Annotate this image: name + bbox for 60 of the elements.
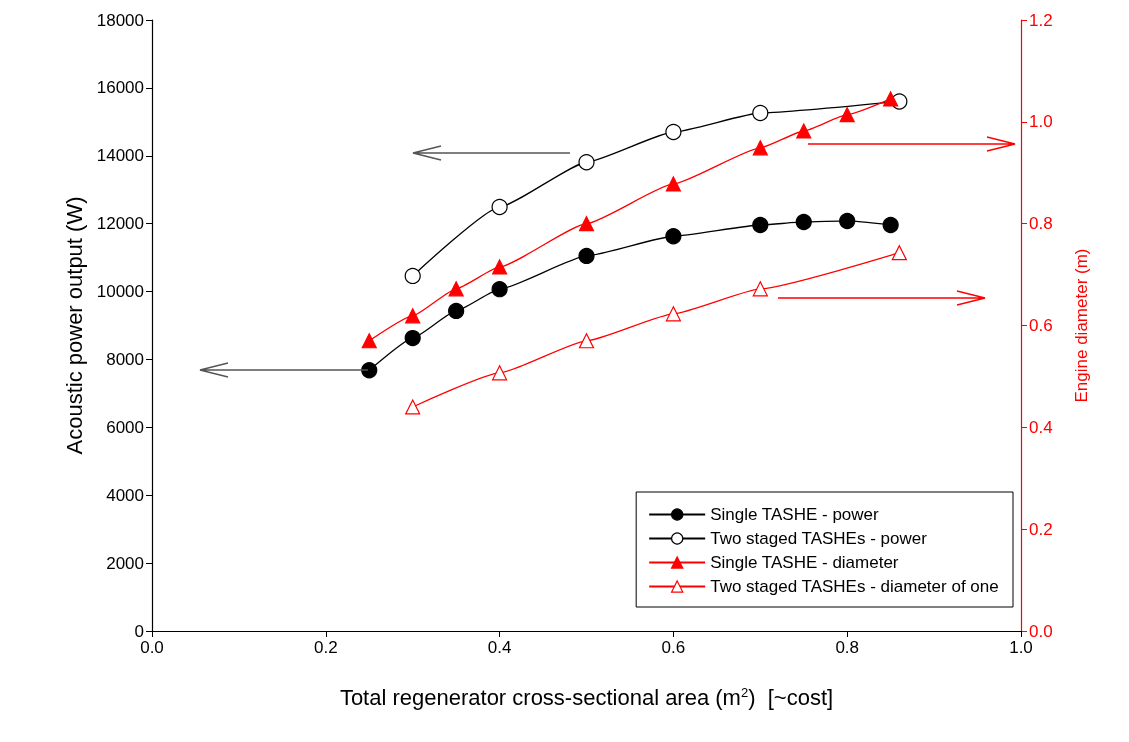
point: [405, 308, 421, 324]
y-tick-label: 12000: [96, 214, 144, 234]
point: [665, 306, 681, 322]
y2-axis-title: Engine diameter (m): [1072, 248, 1091, 403]
point: [491, 281, 508, 298]
point: [361, 333, 377, 349]
point: [361, 362, 378, 379]
point: [891, 245, 907, 261]
point: [404, 329, 421, 347]
y-tick-label: 8000: [106, 349, 144, 369]
point: [752, 216, 769, 234]
legend-label: Two staged TASHEs - power: [710, 529, 928, 548]
y-tick-label: 2000: [106, 553, 144, 573]
point: [492, 365, 508, 381]
point: [882, 216, 899, 234]
legend-label: Single TASHE - diameter: [710, 553, 899, 572]
x-tick-label: 0.0: [140, 638, 164, 657]
point: [752, 281, 768, 297]
point: [405, 399, 421, 415]
point: [752, 140, 768, 156]
point: [404, 267, 421, 285]
point: [665, 176, 681, 192]
x-tick-label: 1.0: [1009, 638, 1033, 657]
y2-tick-label: 0.8: [1029, 214, 1053, 234]
y-tick-label: 14000: [96, 146, 144, 166]
point: [491, 198, 508, 216]
point: [665, 228, 682, 245]
point: [839, 107, 855, 123]
y-tick-label: 10000: [96, 282, 144, 302]
y2-tick-label: 0.2: [1029, 519, 1053, 539]
point: [752, 104, 769, 122]
point: [883, 91, 899, 107]
y-axis-title: Acoustic power output (W): [62, 196, 88, 455]
point: [578, 247, 595, 265]
y2-tick-label: 0.6: [1029, 316, 1053, 335]
y2-tick-label: 0.0: [1029, 621, 1053, 641]
y2-tick-label: 0.4: [1029, 417, 1053, 437]
legend-label: Two staged TASHEs - diameter of one: [710, 577, 999, 596]
point: [796, 123, 812, 139]
point: [492, 259, 508, 275]
y-tick-label: 0: [134, 621, 144, 641]
point: [665, 123, 682, 141]
point: [795, 213, 812, 231]
x-tick-label: 0.4: [487, 638, 512, 657]
point: [839, 212, 856, 230]
y2-tick-label: 1.2: [1029, 10, 1053, 30]
y-tick-label: 18000: [96, 10, 144, 30]
point: [578, 154, 595, 171]
x-tick-label: 0.2: [313, 638, 338, 657]
y2-tick-label: 1.0: [1029, 112, 1053, 132]
y-tick-label: 16000: [96, 78, 144, 98]
x-tick-label: 0.8: [835, 638, 860, 657]
point: [578, 333, 595, 349]
y-tick-label: 4000: [106, 485, 144, 505]
point: [578, 216, 595, 232]
point: [448, 281, 464, 297]
x-tick-label: 0.6: [661, 638, 686, 657]
point: [448, 302, 465, 319]
y-tick-label: 6000: [106, 417, 144, 437]
legend-label: Single TASHE - power: [710, 505, 880, 524]
